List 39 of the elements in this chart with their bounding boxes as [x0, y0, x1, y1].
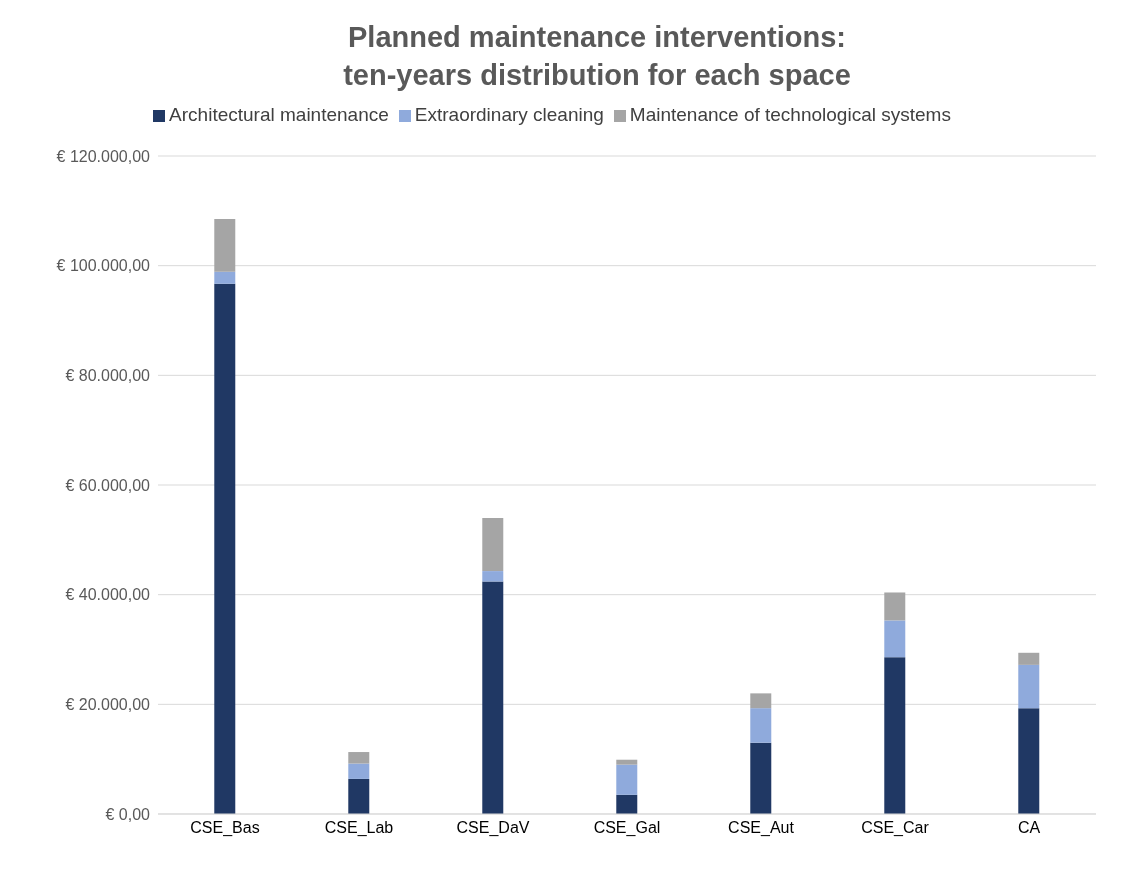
bar: [1018, 664, 1040, 709]
bar: [750, 742, 772, 814]
y-tick-label: € 60.000,00: [65, 476, 151, 494]
bar: [348, 778, 370, 814]
x-tick-label: CA: [1017, 819, 1041, 837]
bar: [348, 752, 370, 764]
bar: [750, 693, 772, 709]
bar: [616, 764, 638, 795]
x-tick-label: CSE_Car: [861, 819, 930, 838]
bar: [616, 794, 638, 814]
bar: [884, 657, 906, 814]
x-tick-label: CSE_DaV: [456, 819, 530, 838]
bar: [482, 571, 504, 582]
chart-title: Planned maintenance interventions: ten-years distribution for each space: [342, 20, 852, 93]
bar: [214, 283, 236, 814]
y-tick-label: € 20.000,00: [65, 696, 151, 714]
legend-label: Maintenance of technological systems: [629, 104, 951, 125]
bar: [616, 759, 638, 765]
x-tick-label: CSE_Aut: [728, 819, 795, 838]
bar: [750, 708, 772, 743]
bar: [214, 271, 236, 284]
bar: [348, 763, 370, 779]
legend-label: Extraordinary cleaning: [414, 104, 604, 125]
legend-label: Architectural maintenance: [169, 104, 389, 125]
y-tick-label: € 0,00: [105, 805, 151, 823]
x-tick-label: CSE_Lab: [324, 819, 394, 838]
y-tick-label: € 100.000,00: [56, 257, 151, 275]
x-tick-label: CSE_Bas: [190, 819, 260, 838]
bar: [884, 620, 906, 658]
y-tick-label: € 120.000,00: [56, 147, 151, 165]
bar: [214, 219, 236, 272]
bar: [482, 581, 504, 814]
bar: [1018, 652, 1040, 665]
bar: [482, 517, 504, 572]
x-tick-label: CSE_Gal: [593, 819, 661, 838]
y-tick-label: € 80.000,00: [65, 367, 151, 385]
bar: [1018, 708, 1040, 814]
bar: [884, 592, 906, 621]
y-tick-label: € 40.000,00: [65, 586, 151, 604]
